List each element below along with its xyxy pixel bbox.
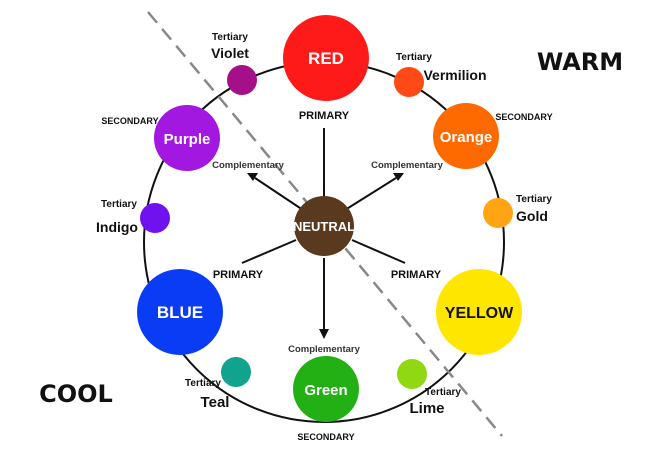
arrow-to-green [319,258,329,339]
primary-tag-blue: PRIMARY [213,269,264,281]
teal-circle [221,357,251,387]
tertiary-tag-gold: Tertiary [516,194,552,205]
secondary-tag-orange: SECONDARY [495,112,552,122]
complementary-tag-orange: Complementary [371,160,444,171]
secondary-tag-purple: SECONDARY [101,116,158,126]
lime-label: Lime [409,400,444,417]
orange-circle [433,103,499,169]
secondary-tag-green: SECONDARY [297,432,354,442]
gold-label: Gold [516,208,548,224]
blue-label: BLUE [157,303,203,322]
violet-circle [227,65,257,95]
vermilion-label: Vermilion [423,67,486,83]
tertiary-tag-lime: Tertiary [425,387,461,398]
indigo-label: Indigo [96,219,138,235]
blue-circle [137,269,223,355]
primary-tag-red: PRIMARY [299,110,350,122]
yellow-circle [436,269,522,355]
violet-label: Violet [211,45,249,61]
red-circle [283,15,369,101]
green-label: Green [304,382,347,399]
neutral-label: NEUTRAL [293,219,355,234]
arrow-to-purple [247,173,304,211]
arrow-to-orange [344,173,404,211]
purple-label: Purple [164,131,211,148]
lime-circle [397,359,427,389]
tertiary-tag-vermilion: Tertiary [396,52,432,63]
warm-label: WARM [537,48,623,76]
tertiary-tag-indigo: Tertiary [101,199,137,210]
primary-tag-yellow: PRIMARY [391,269,442,281]
green-circle [293,356,359,422]
complementary-tag-green: Complementary [288,344,361,355]
complementary-tag-purple: Complementary [212,160,285,171]
spoke-to-yellow [351,239,406,264]
tertiary-tag-violet: Tertiary [212,32,248,43]
red-label: RED [308,49,344,68]
cool-label: COOL [39,380,113,408]
vermilion-circle [394,67,424,97]
spoke-to-blue [241,239,297,264]
purple-circle [154,105,220,171]
teal-label: Teal [201,394,230,411]
yellow-label: YELLOW [445,305,514,322]
neutral-circle [294,196,354,256]
indigo-circle [140,203,170,233]
tertiary-tag-teal: Tertiary [185,378,221,389]
gold-circle [483,198,513,228]
orange-label: Orange [440,129,493,146]
